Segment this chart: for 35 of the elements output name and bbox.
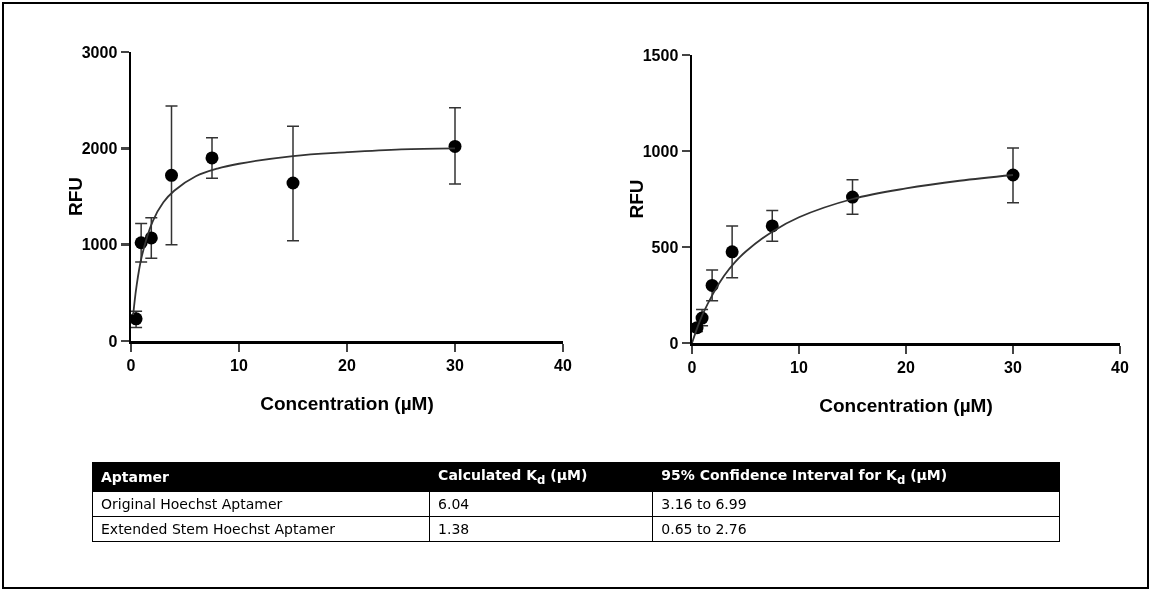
text: 1.38: [438, 520, 470, 537]
category-label: 95% Confidence Interval for K$_{d}$ (µM): [652, 462, 1060, 492]
y-tick-label: 1500: [642, 46, 679, 64]
y-tick-label: 1000: [81, 236, 118, 254]
x-axis-title: Concentration (µM): [819, 394, 993, 416]
point: [286, 176, 300, 190]
x-tick-label: 40: [1111, 358, 1129, 376]
point: [205, 151, 219, 165]
y-tick-label: 1000: [642, 142, 679, 160]
x-axis-title: Concentration (µM): [260, 392, 434, 414]
y-tick-label: 0: [108, 332, 118, 350]
x-tick-label: 40: [554, 356, 572, 374]
category-label: Aptamer: [92, 462, 430, 492]
x-tick-label: 10: [230, 356, 248, 374]
point: [725, 245, 739, 259]
x-tick-label: 0: [687, 358, 697, 376]
text: 3.16 to 6.99: [661, 495, 747, 512]
x-tick-label: 10: [790, 358, 808, 376]
y-tick-label: 0: [669, 334, 679, 352]
x-tick-label: 20: [338, 356, 356, 374]
text: Extended Stem Hoechst Aptamer: [101, 520, 336, 537]
y-axis-title: RFU: [64, 176, 86, 217]
y-tick-label: 500: [651, 238, 679, 256]
x-tick-label: 0: [126, 356, 136, 374]
y-tick-label: 2000: [81, 139, 118, 157]
category-label: Calculated K$_{d}$ (µM): [429, 462, 653, 492]
x-tick-label: 20: [897, 358, 915, 376]
x-tick-label: 30: [446, 356, 464, 374]
point: [165, 168, 178, 182]
text: 6.04: [438, 495, 470, 512]
y-tick-label: 3000: [81, 43, 118, 61]
text: 0.65 to 2.76: [661, 520, 747, 537]
y-axis-title: RFU: [625, 179, 647, 219]
text: Original Hoechst Aptamer: [101, 495, 283, 512]
x-tick-label: 30: [1004, 358, 1022, 376]
